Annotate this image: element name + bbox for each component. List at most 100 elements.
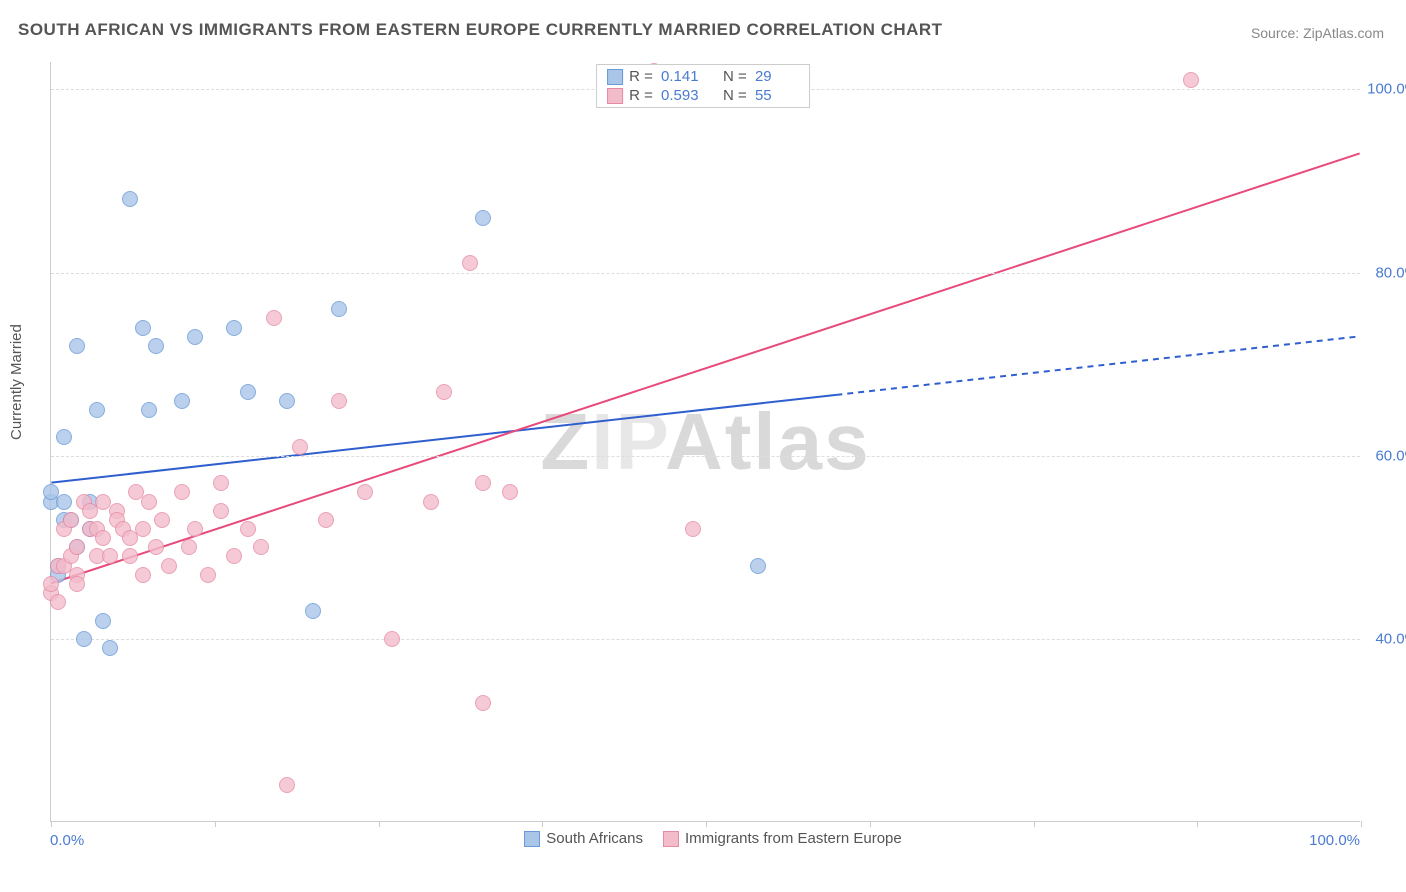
x-tick [870, 821, 871, 827]
legend-r-label: R = [629, 68, 657, 85]
legend-swatch [607, 88, 623, 104]
x-tick [542, 821, 543, 827]
scatter-point [148, 338, 164, 354]
scatter-point [240, 521, 256, 537]
scatter-point [292, 439, 308, 455]
scatter-point [76, 631, 92, 647]
scatter-point [502, 484, 518, 500]
y-axis-label: Currently Married [8, 324, 25, 440]
scatter-point [181, 539, 197, 555]
scatter-point [240, 384, 256, 400]
scatter-point [95, 530, 111, 546]
scatter-point [475, 695, 491, 711]
scatter-point [161, 558, 177, 574]
x-tick [706, 821, 707, 827]
legend-r-label: R = [629, 87, 657, 104]
scatter-point [475, 475, 491, 491]
legend-swatch [607, 69, 623, 85]
x-tick [215, 821, 216, 827]
scatter-point [187, 521, 203, 537]
legend-n-value: 55 [755, 87, 799, 104]
legend-row: R = 0.141 N = 29 [597, 67, 809, 86]
scatter-point [69, 338, 85, 354]
legend-row: R = 0.593 N = 55 [597, 86, 809, 105]
scatter-point [141, 494, 157, 510]
trend-line-solid [51, 395, 836, 483]
scatter-point [135, 320, 151, 336]
legend-n-value: 29 [755, 68, 799, 85]
x-tick [1197, 821, 1198, 827]
scatter-point [384, 631, 400, 647]
scatter-point [43, 576, 59, 592]
scatter-point [148, 539, 164, 555]
y-tick-label: 100.0% [1367, 81, 1406, 98]
legend-series-label: Immigrants from Eastern Europe [685, 830, 902, 847]
x-tick [1034, 821, 1035, 827]
scatter-point [69, 576, 85, 592]
gridline [51, 456, 1360, 457]
scatter-point [174, 484, 190, 500]
trend-line-solid [51, 153, 1359, 583]
scatter-point [102, 640, 118, 656]
scatter-point [141, 402, 157, 418]
scatter-point [318, 512, 334, 528]
legend-n-label: N = [723, 87, 751, 104]
chart-title: SOUTH AFRICAN VS IMMIGRANTS FROM EASTERN… [18, 20, 943, 40]
legend-r-value: 0.141 [661, 68, 705, 85]
gridline [51, 273, 1360, 274]
scatter-point [357, 484, 373, 500]
scatter-point [685, 521, 701, 537]
scatter-point [331, 301, 347, 317]
scatter-point [89, 402, 105, 418]
scatter-point [122, 548, 138, 564]
scatter-point [200, 567, 216, 583]
legend-series-label: South Africans [546, 830, 643, 847]
legend-r-value: 0.593 [661, 87, 705, 104]
scatter-point [226, 320, 242, 336]
scatter-point [423, 494, 439, 510]
scatter-point [266, 310, 282, 326]
scatter-point [135, 567, 151, 583]
legend-swatch [524, 831, 540, 847]
scatter-point [331, 393, 347, 409]
source-label: Source: ZipAtlas.com [1251, 25, 1384, 41]
y-tick-label: 60.0% [1375, 447, 1406, 464]
plot-area: ZIPAtlas 40.0%60.0%80.0%100.0% [50, 62, 1360, 822]
scatter-point [279, 393, 295, 409]
scatter-point [213, 503, 229, 519]
scatter-point [279, 777, 295, 793]
scatter-point [69, 539, 85, 555]
scatter-point [154, 512, 170, 528]
scatter-point [174, 393, 190, 409]
scatter-point [63, 512, 79, 528]
scatter-point [226, 548, 242, 564]
scatter-point [56, 429, 72, 445]
series-legend: South Africans Immigrants from Eastern Eu… [0, 830, 1406, 847]
scatter-point [213, 475, 229, 491]
scatter-point [750, 558, 766, 574]
x-tick [379, 821, 380, 827]
correlation-legend: R = 0.141 N = 29 R = 0.593 N = 55 [596, 64, 810, 108]
x-tick [51, 821, 52, 827]
legend-n-label: N = [723, 68, 751, 85]
scatter-point [50, 594, 66, 610]
scatter-point [102, 548, 118, 564]
y-tick-label: 40.0% [1375, 630, 1406, 647]
scatter-point [462, 255, 478, 271]
gridline [51, 639, 1360, 640]
scatter-point [135, 521, 151, 537]
y-tick-label: 80.0% [1375, 264, 1406, 281]
x-tick [1361, 821, 1362, 827]
scatter-point [253, 539, 269, 555]
trend-line-dashed [836, 336, 1359, 395]
trend-lines [51, 62, 1360, 821]
scatter-point [187, 329, 203, 345]
scatter-point [436, 384, 452, 400]
scatter-point [475, 210, 491, 226]
scatter-point [56, 494, 72, 510]
scatter-point [95, 613, 111, 629]
legend-swatch [663, 831, 679, 847]
scatter-point [122, 191, 138, 207]
scatter-point [305, 603, 321, 619]
scatter-point [1183, 72, 1199, 88]
